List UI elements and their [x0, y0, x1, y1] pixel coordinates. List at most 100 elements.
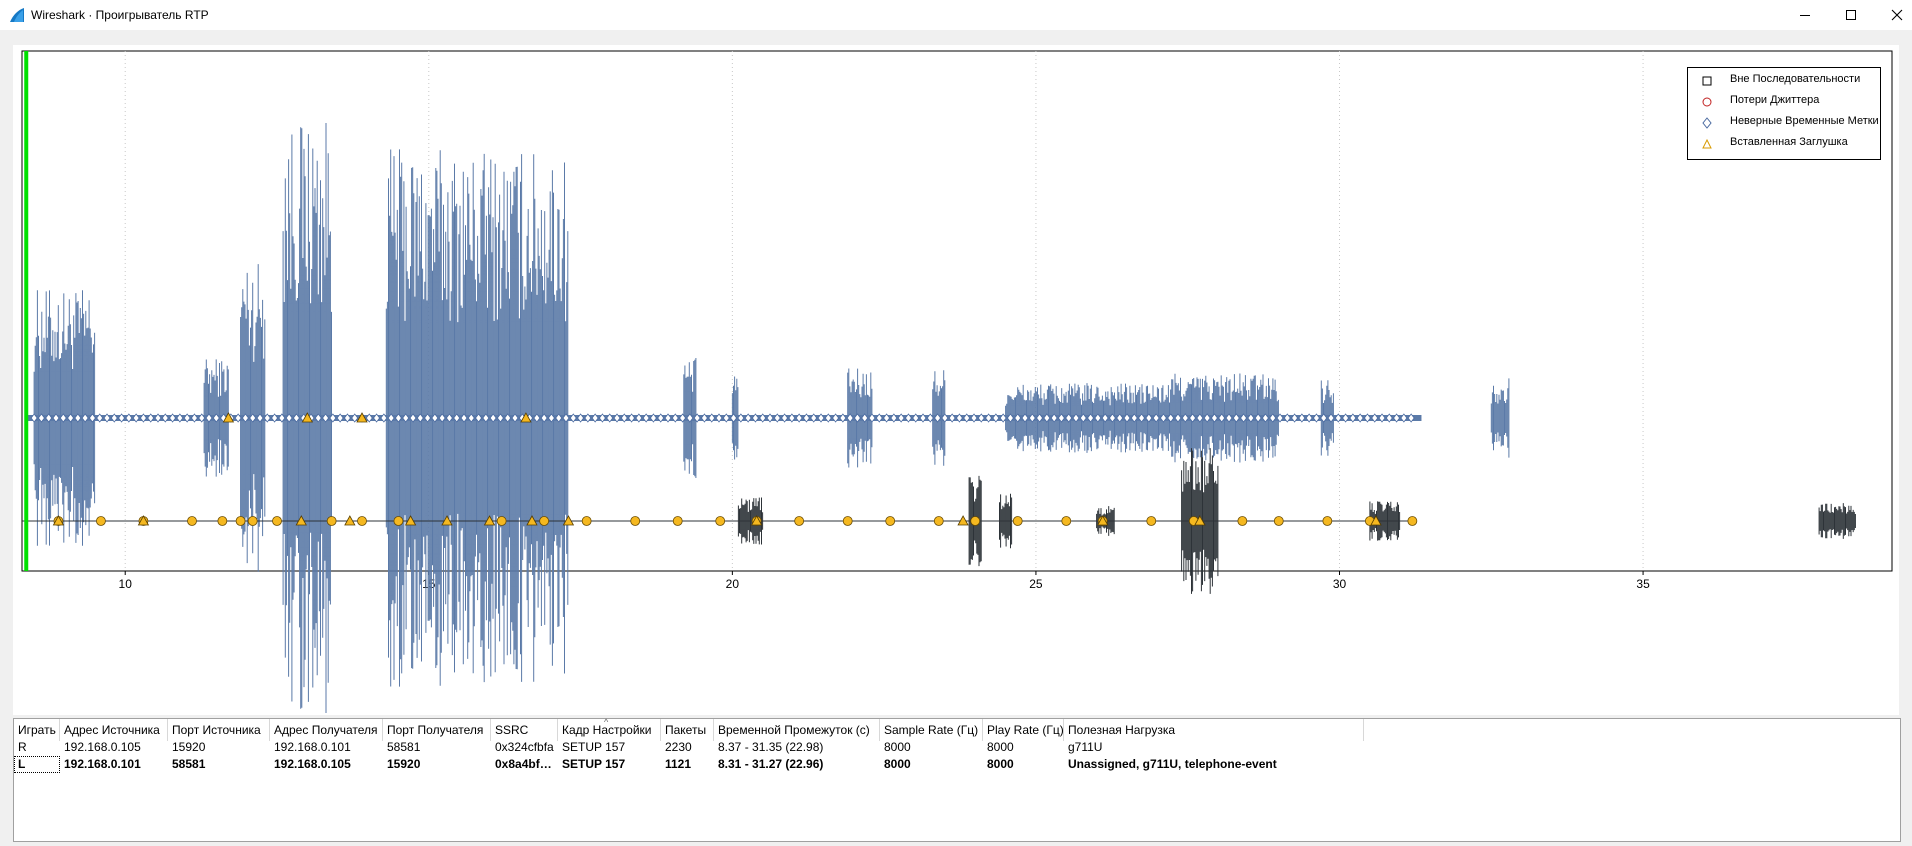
wrong-timestamp-marker [1101, 413, 1109, 423]
wrong-timestamp-marker [897, 413, 905, 423]
wrong-timestamp-marker [955, 413, 963, 423]
wrong-timestamp-marker [649, 413, 657, 423]
col-ssrc-header[interactable]: SSRC [491, 719, 558, 741]
col-payload-cell: g711U [1068, 740, 1103, 754]
waveform-r-segment [1490, 378, 1510, 458]
wrong-timestamp-marker [467, 413, 475, 423]
inserted-silence-marker [526, 515, 538, 526]
col-dst-port-header[interactable]: Порт Получателя [383, 719, 491, 741]
col-dst-addr-cell: 192.168.0.105 [274, 757, 351, 771]
close-button[interactable] [1874, 0, 1912, 30]
wrong-timestamp-marker [322, 413, 330, 423]
col-play-cell[interactable]: R [18, 740, 27, 754]
wrong-timestamp-marker [620, 413, 628, 423]
col-payload-header[interactable]: Полезная Нагрузка [1064, 719, 1364, 741]
col-sample-rate-cell: 8000 [884, 740, 911, 754]
wrong-timestamp-marker [1305, 413, 1313, 423]
col-src-addr-header[interactable]: Адрес Источника [60, 719, 168, 741]
wrong-timestamp-marker [103, 413, 111, 423]
jitter-drop-marker [1322, 516, 1333, 526]
wrong-timestamp-marker [1312, 413, 1320, 423]
jitter-drop-marker [496, 516, 507, 526]
streams-table[interactable]: ^ Играть Адрес Источника Порт Источника Адр… [13, 717, 1901, 842]
legend-item-jitter-drops: Потери Джиттера [1688, 91, 1878, 111]
wrong-timestamp-marker [1349, 413, 1357, 423]
jitter-drop-marker [1407, 516, 1418, 526]
wrong-timestamp-marker [1203, 413, 1211, 423]
waveform-svg[interactable]: 10 15 20 25 30 35 [13, 45, 1899, 715]
wrong-timestamp-marker [482, 413, 490, 423]
inserted-silence-marker [222, 412, 235, 423]
wrong-timestamp-marker [489, 413, 497, 423]
wrong-timestamp-marker [773, 413, 781, 423]
col-setup-frame-cell: SETUP 157 [562, 757, 626, 771]
wrong-timestamp-marker [1050, 413, 1058, 423]
col-dst-addr-header[interactable]: Адрес Получателя [270, 719, 383, 741]
col-play-header[interactable]: Играть [14, 719, 60, 741]
inserted-silence-marker [520, 412, 532, 423]
wrong-timestamp-marker [766, 413, 774, 423]
legend-item-wrong-timestamps: Неверные Временные Метки [1688, 112, 1879, 132]
wrong-timestamp-marker [271, 413, 279, 423]
wrong-timestamp-marker [336, 413, 344, 423]
wrong-timestamp-marker [1174, 413, 1182, 423]
wrong-timestamp-marker [241, 413, 249, 423]
wrong-timestamp-marker [540, 413, 548, 423]
wrong-timestamp-marker [1371, 413, 1379, 423]
wrong-timestamp-marker [118, 413, 126, 423]
inserted-silence-marker [957, 515, 969, 526]
sort-indicator-icon: ^ [604, 717, 609, 727]
wrong-timestamp-marker [1283, 413, 1291, 423]
jitter-drop-marker [235, 516, 246, 526]
col-play-rate-header[interactable]: Play Rate (Гц) [983, 719, 1064, 741]
jitter-drop-marker [393, 516, 404, 526]
plot-legend: Вне Последовательности Потери Джиттера Н… [1687, 67, 1881, 160]
x-tick-label: 10 [119, 577, 133, 591]
maximize-button[interactable] [1828, 0, 1874, 30]
wrong-timestamp-marker [883, 413, 891, 423]
wrong-timestamp-marker [1385, 413, 1393, 423]
wrong-timestamp-marker [839, 413, 847, 423]
wrong-timestamp-marker [198, 413, 206, 423]
wrong-timestamp-marker [919, 413, 927, 423]
jitter-drop-marker [96, 516, 106, 526]
wrong-timestamp-marker [1108, 413, 1116, 423]
jitter-drop-marker [581, 516, 592, 526]
wrong-timestamp-marker [1240, 413, 1248, 423]
wrong-timestamp-marker [147, 413, 155, 423]
wrong-timestamp-marker [569, 413, 577, 423]
circle-marker-icon [1702, 97, 1712, 107]
col-play-cell[interactable]: L [14, 756, 60, 773]
wrong-timestamp-marker [890, 413, 898, 423]
col-time-span-header[interactable]: Временной Промежуток (с) [714, 719, 880, 741]
col-sample-rate-header[interactable]: Sample Rate (Гц) [880, 719, 983, 741]
wrong-timestamp-marker [132, 413, 140, 423]
col-src-port-header[interactable]: Порт Источника [168, 719, 270, 741]
col-dst-port-cell: 15920 [387, 757, 421, 771]
wrong-timestamp-marker [1006, 413, 1014, 423]
col-packets-header[interactable]: Пакеты [661, 719, 714, 741]
wrong-timestamp-marker [1087, 413, 1095, 423]
legend-item-out-of-sequence: Вне Последовательности [1688, 70, 1878, 90]
wrong-timestamp-marker [642, 413, 650, 423]
inserted-silence-marker [52, 515, 65, 526]
wrong-timestamp-marker [664, 413, 672, 423]
wrong-timestamp-marker [1400, 413, 1408, 423]
wrong-timestamp-marker [1072, 413, 1080, 423]
col-src-port-cell: 15920 [172, 740, 206, 754]
wrong-timestamp-marker [1276, 413, 1284, 423]
col-time-span-cell: 8.31 - 31.27 (22.96) [718, 757, 824, 771]
wrong-timestamp-marker [351, 413, 359, 423]
inserted-silence-marker [301, 412, 314, 423]
col-setup-frame-header[interactable]: Кадр Настройки [558, 719, 661, 741]
col-ssrc-cell: 0x8a4bf… [495, 757, 552, 771]
inserted-silence-marker [404, 515, 417, 526]
wrong-timestamp-marker [1232, 413, 1240, 423]
wrong-timestamp-marker [562, 413, 570, 423]
legend-item-inserted-silence: Вставленная Заглушка [1688, 133, 1878, 153]
wrong-timestamp-marker [810, 413, 818, 423]
waveform-plot[interactable]: 10 15 20 25 30 35 Вне Последовательности Поте… [13, 45, 1899, 715]
minimize-button[interactable] [1782, 0, 1828, 30]
wireshark-fin-icon [10, 8, 24, 22]
x-tick-label: 20 [726, 577, 740, 591]
